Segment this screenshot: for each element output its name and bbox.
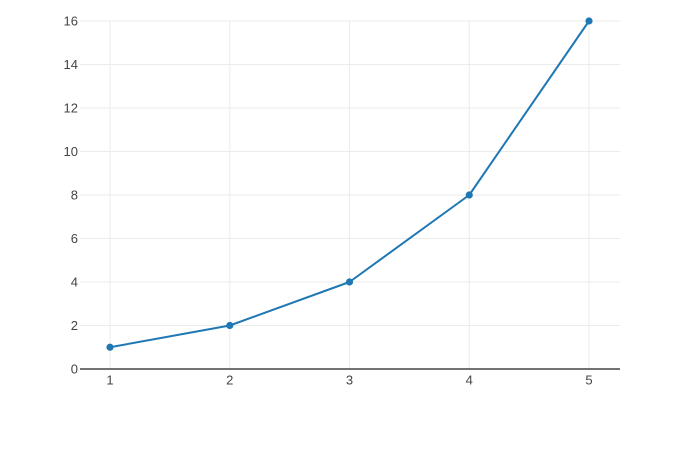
svg-text:2: 2: [226, 373, 233, 388]
svg-text:1: 1: [106, 373, 113, 388]
svg-text:4: 4: [71, 275, 78, 290]
svg-text:14: 14: [64, 57, 78, 72]
svg-text:12: 12: [64, 101, 78, 116]
svg-text:0: 0: [71, 362, 78, 377]
svg-text:5: 5: [585, 373, 592, 388]
svg-text:3: 3: [346, 373, 353, 388]
svg-text:16: 16: [64, 14, 78, 29]
svg-text:4: 4: [466, 373, 473, 388]
svg-text:8: 8: [71, 188, 78, 203]
svg-text:2: 2: [71, 318, 78, 333]
svg-text:6: 6: [71, 231, 78, 246]
svg-text:10: 10: [64, 144, 78, 159]
